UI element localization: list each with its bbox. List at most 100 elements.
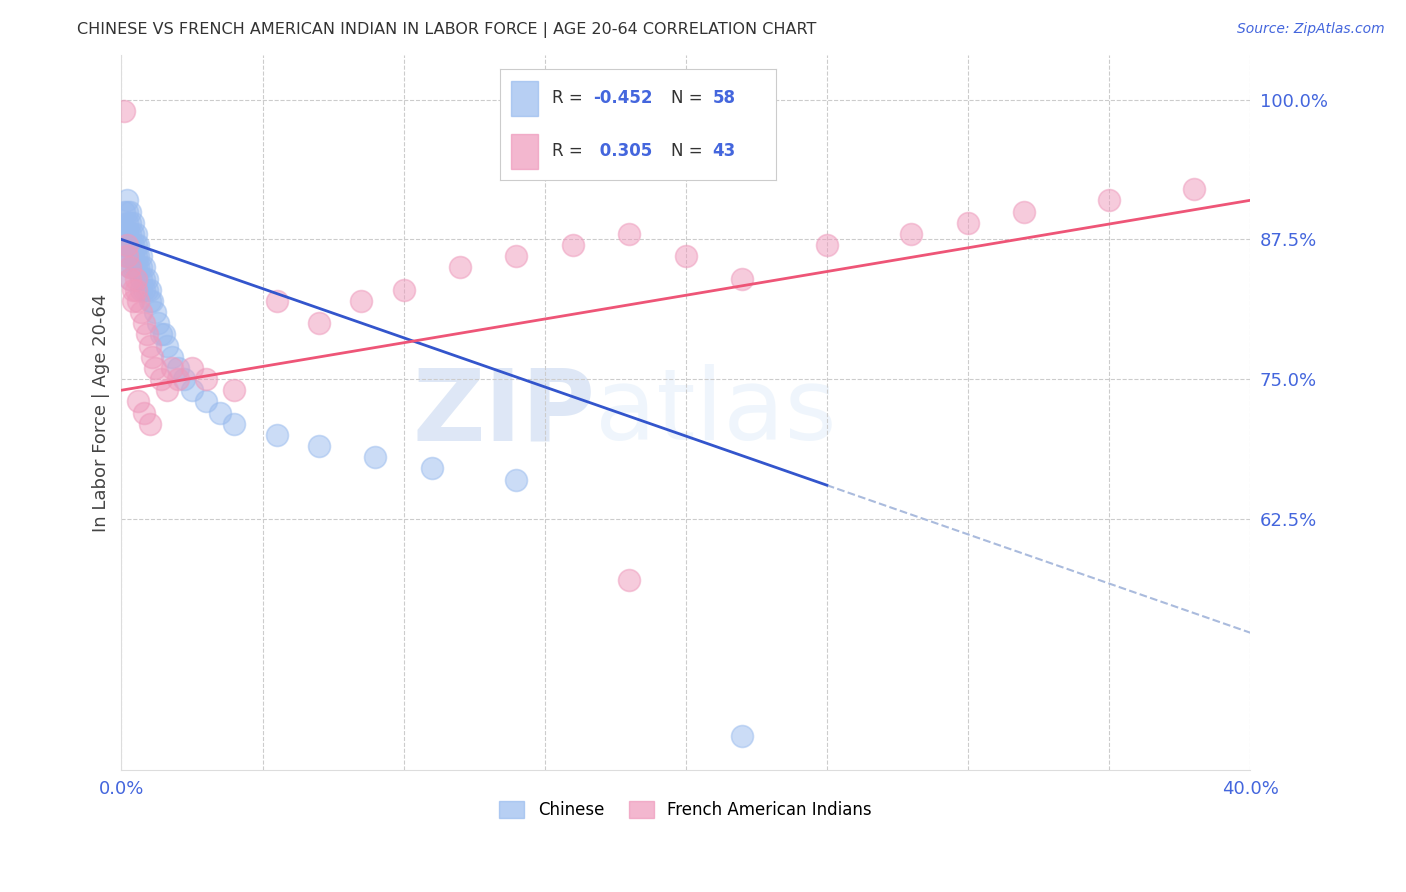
Point — [115, 249, 138, 263]
Point — [129, 260, 152, 275]
Point — [129, 283, 152, 297]
Point — [115, 238, 138, 252]
Point — [561, 238, 583, 252]
Point — [392, 283, 415, 297]
Point — [124, 260, 146, 275]
Point — [815, 238, 838, 252]
Point — [132, 283, 155, 297]
Point — [195, 394, 218, 409]
Point — [118, 249, 141, 263]
Point — [124, 271, 146, 285]
Point — [115, 238, 138, 252]
Point — [209, 406, 232, 420]
Point — [118, 204, 141, 219]
Point — [505, 473, 527, 487]
Point — [266, 293, 288, 308]
Legend: Chinese, French American Indians: Chinese, French American Indians — [492, 795, 879, 826]
Point — [224, 417, 246, 431]
Point — [115, 249, 138, 263]
Point — [138, 338, 160, 352]
Point — [118, 260, 141, 275]
Point — [115, 204, 138, 219]
Point — [956, 216, 979, 230]
Point — [195, 372, 218, 386]
Point — [149, 327, 172, 342]
Point — [118, 227, 141, 241]
Point — [118, 260, 141, 275]
Point — [266, 428, 288, 442]
Point — [138, 417, 160, 431]
Point — [146, 316, 169, 330]
Point — [132, 260, 155, 275]
Point — [1182, 182, 1205, 196]
Point — [127, 249, 149, 263]
Point — [141, 350, 163, 364]
Point — [121, 249, 143, 263]
Point — [121, 293, 143, 308]
Point — [127, 260, 149, 275]
Point — [118, 238, 141, 252]
Point — [167, 372, 190, 386]
Point — [619, 227, 641, 241]
Point — [132, 271, 155, 285]
Point — [118, 216, 141, 230]
Point — [675, 249, 697, 263]
Y-axis label: In Labor Force | Age 20-64: In Labor Force | Age 20-64 — [93, 293, 110, 532]
Point — [143, 305, 166, 319]
Point — [143, 360, 166, 375]
Point — [900, 227, 922, 241]
Point — [619, 573, 641, 587]
Point — [420, 461, 443, 475]
Point — [308, 439, 330, 453]
Point — [121, 227, 143, 241]
Text: Source: ZipAtlas.com: Source: ZipAtlas.com — [1237, 22, 1385, 37]
Point — [132, 316, 155, 330]
Point — [155, 383, 177, 397]
Point — [149, 372, 172, 386]
Point — [132, 406, 155, 420]
Point — [160, 360, 183, 375]
Point — [731, 271, 754, 285]
Point — [112, 103, 135, 118]
Point — [135, 271, 157, 285]
Text: atlas: atlas — [595, 364, 837, 461]
Point — [121, 283, 143, 297]
Point — [124, 249, 146, 263]
Point — [127, 238, 149, 252]
Point — [1098, 194, 1121, 208]
Point — [115, 194, 138, 208]
Point — [127, 394, 149, 409]
Point — [118, 271, 141, 285]
Point — [112, 238, 135, 252]
Point — [160, 350, 183, 364]
Point — [731, 730, 754, 744]
Point — [115, 216, 138, 230]
Point — [141, 293, 163, 308]
Point — [112, 227, 135, 241]
Point — [129, 249, 152, 263]
Text: ZIP: ZIP — [412, 364, 595, 461]
Point — [167, 360, 190, 375]
Point — [308, 316, 330, 330]
Point — [127, 293, 149, 308]
Point — [1014, 204, 1036, 219]
Point — [129, 305, 152, 319]
Point — [350, 293, 373, 308]
Point — [135, 327, 157, 342]
Point — [121, 260, 143, 275]
Point — [449, 260, 471, 275]
Point — [121, 238, 143, 252]
Point — [118, 271, 141, 285]
Point — [124, 238, 146, 252]
Point — [181, 383, 204, 397]
Point — [224, 383, 246, 397]
Point — [138, 293, 160, 308]
Point — [364, 450, 387, 465]
Point — [121, 216, 143, 230]
Point — [181, 360, 204, 375]
Point — [135, 283, 157, 297]
Point — [505, 249, 527, 263]
Point — [155, 338, 177, 352]
Text: CHINESE VS FRENCH AMERICAN INDIAN IN LABOR FORCE | AGE 20-64 CORRELATION CHART: CHINESE VS FRENCH AMERICAN INDIAN IN LAB… — [77, 22, 817, 38]
Point — [112, 204, 135, 219]
